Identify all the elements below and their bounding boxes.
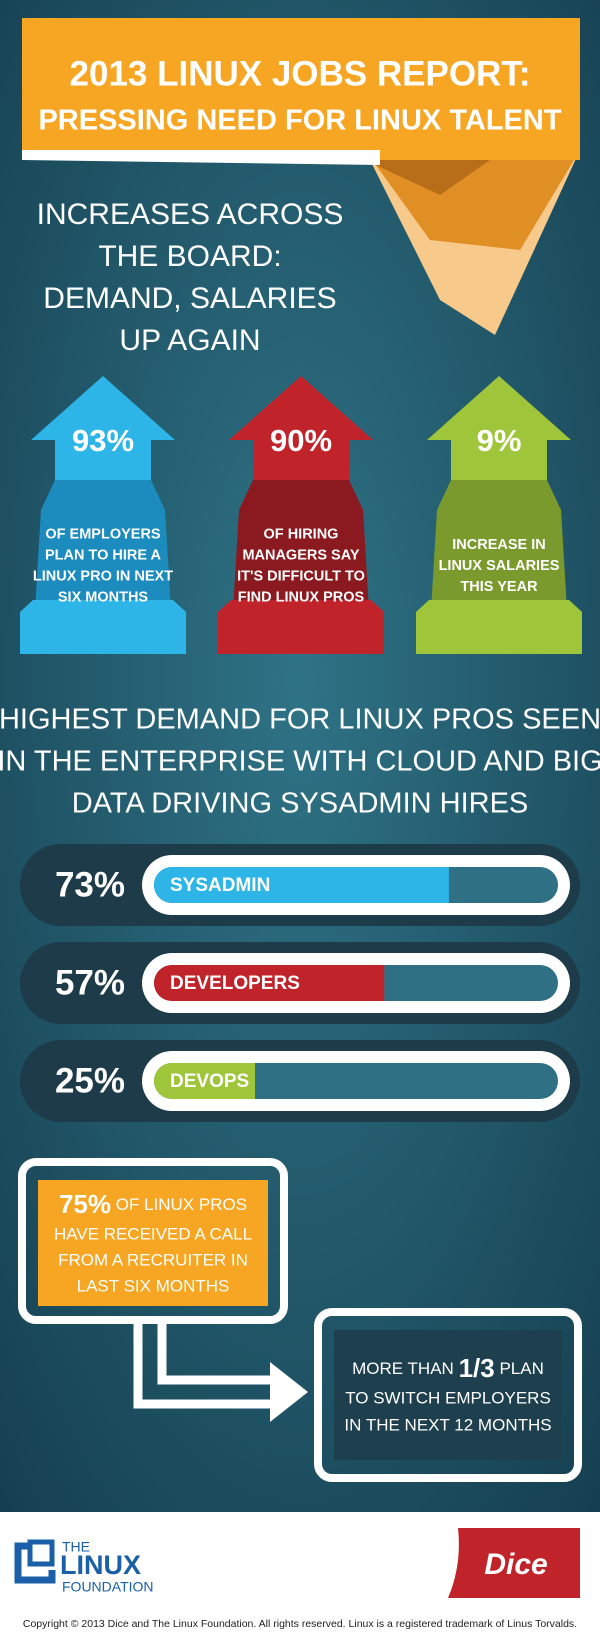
recruiter-text: FROM A RECRUITER IN bbox=[58, 1250, 248, 1269]
arrow-base bbox=[20, 612, 186, 654]
intro-text: DEMAND, SALARIES bbox=[43, 282, 336, 315]
title: 2013 LINUX JOBS REPORT: bbox=[70, 54, 531, 93]
switch-text: TO SWITCH EMPLOYERS bbox=[345, 1388, 551, 1407]
banner-edge bbox=[22, 150, 380, 165]
bar-name: DEVOPS bbox=[170, 1071, 249, 1092]
stat-text: SIX MONTHS bbox=[58, 589, 149, 605]
arrow-head bbox=[427, 376, 571, 510]
recruiter-text: OF LINUX PROS bbox=[116, 1195, 247, 1214]
ribbon-shadow bbox=[365, 160, 490, 195]
stat-text: THIS YEAR bbox=[460, 579, 538, 595]
arrow-base bbox=[416, 612, 582, 654]
copyright: Copyright © 2013 Dice and The Linux Foun… bbox=[23, 1618, 577, 1630]
recruiter-box bbox=[38, 1180, 268, 1306]
intro-text: UP AGAIN bbox=[119, 324, 260, 357]
stat-text: FIND LINUX PROS bbox=[238, 589, 365, 605]
switch-text: PLAN bbox=[499, 1359, 543, 1378]
switch-text: IN THE NEXT 12 MONTHS bbox=[344, 1415, 551, 1434]
arrow-body bbox=[233, 480, 369, 610]
stat-text: PLAN TO HIRE A bbox=[45, 547, 162, 563]
demand-title: IN THE ENTERPRISE WITH CLOUD AND BIG bbox=[0, 746, 600, 778]
lf-logo-mark bbox=[27, 1539, 55, 1567]
switch-text: MORE THAN bbox=[352, 1359, 454, 1378]
intro-text: INCREASES ACROSS bbox=[37, 198, 344, 231]
recruiter-text: LAST SIX MONTHS bbox=[77, 1276, 230, 1295]
intro-text: THE BOARD: bbox=[98, 240, 281, 273]
bar-value-label: 73% bbox=[55, 865, 125, 904]
stat-text: MANAGERS SAY bbox=[242, 547, 359, 563]
bar bbox=[154, 1063, 255, 1099]
switch-value: 1/3 bbox=[459, 1353, 495, 1383]
arrow-head bbox=[270, 1362, 308, 1422]
stat-text: IT'S DIFFICULT TO bbox=[237, 568, 365, 584]
arrow-head bbox=[229, 376, 373, 510]
lf-logo-text: FOUNDATION bbox=[62, 1579, 154, 1595]
stat-text: INCREASE IN bbox=[452, 537, 545, 553]
bar bbox=[154, 965, 385, 1001]
dice-logo bbox=[448, 1528, 580, 1598]
stat-text: LINUX SALARIES bbox=[439, 558, 560, 574]
recruiter-text: HAVE RECEIVED A CALL bbox=[54, 1224, 252, 1243]
arrow-body bbox=[35, 480, 171, 610]
stat-value: 90% bbox=[270, 423, 332, 458]
arrow-base bbox=[218, 612, 384, 654]
dice-logo-text: Dice bbox=[484, 1548, 547, 1581]
title-banner bbox=[22, 18, 580, 160]
bar-name: SYSADMIN bbox=[170, 875, 270, 896]
title: PRESSING NEED FOR LINUX TALENT bbox=[38, 105, 561, 137]
switch-box bbox=[334, 1330, 562, 1460]
bar-value-label: 57% bbox=[55, 963, 125, 1002]
bar-name: DEVELOPERS bbox=[170, 973, 300, 994]
demand-title: HIGHEST DEMAND FOR LINUX PROS SEEN bbox=[0, 704, 600, 736]
stat-text: OF HIRING bbox=[264, 526, 339, 542]
stat-value: 93% bbox=[72, 423, 134, 458]
bar bbox=[154, 867, 449, 903]
demand-title: DATA DRIVING SYSADMIN HIRES bbox=[72, 788, 529, 820]
lf-logo-text: LINUX bbox=[60, 1550, 141, 1580]
switch-text: MORE THAN 1/3 PLAN bbox=[352, 1353, 544, 1383]
lf-logo-text: THE bbox=[62, 1539, 90, 1555]
arrow-body bbox=[431, 480, 567, 610]
recruiter-frame bbox=[18, 1158, 288, 1324]
stat-value: 9% bbox=[477, 423, 522, 458]
bar-value-label: 25% bbox=[55, 1061, 125, 1100]
recruiter-text: 75% OF LINUX PROS bbox=[59, 1189, 247, 1219]
stat-text: OF EMPLOYERS bbox=[45, 526, 161, 542]
recruiter-value: 75% bbox=[59, 1189, 111, 1219]
switch-frame bbox=[314, 1308, 582, 1482]
stat-text: LINUX PRO IN NEXT bbox=[33, 568, 173, 584]
connector bbox=[133, 1322, 272, 1409]
arrow-head bbox=[31, 376, 175, 510]
